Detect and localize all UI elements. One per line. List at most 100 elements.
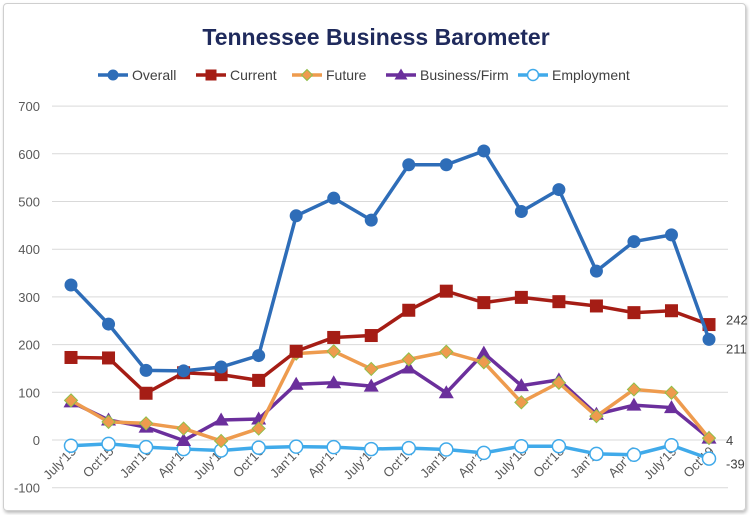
data-point bbox=[364, 329, 378, 343]
data-point bbox=[327, 330, 341, 344]
legend-item: Current bbox=[196, 67, 277, 83]
data-point bbox=[551, 438, 567, 454]
data-label: 242 bbox=[726, 313, 748, 328]
legend-item: Employment bbox=[518, 67, 630, 83]
data-point bbox=[63, 393, 79, 408]
data-point bbox=[401, 440, 417, 456]
y-tick-label: 600 bbox=[18, 147, 40, 162]
data-point bbox=[139, 386, 153, 400]
y-tick-label: 200 bbox=[18, 338, 40, 353]
legend-item: Future bbox=[292, 67, 367, 83]
data-point bbox=[664, 304, 678, 318]
data-point bbox=[626, 382, 642, 397]
data-point bbox=[177, 364, 191, 378]
data-point bbox=[363, 441, 379, 457]
data-label: -39 bbox=[726, 457, 745, 472]
data-point bbox=[401, 352, 416, 367]
data-point bbox=[439, 284, 453, 298]
data-point bbox=[326, 375, 342, 389]
data-point bbox=[514, 205, 528, 219]
data-point bbox=[476, 355, 492, 370]
series-line bbox=[70, 442, 710, 461]
data-point bbox=[439, 344, 454, 359]
data-point bbox=[477, 144, 491, 158]
data-point bbox=[289, 209, 303, 223]
data-point bbox=[326, 439, 341, 455]
chart-title: Tennessee Business Barometer bbox=[202, 24, 549, 50]
data-point bbox=[476, 445, 492, 461]
data-point bbox=[138, 416, 154, 431]
data-point bbox=[288, 376, 304, 390]
data-point bbox=[326, 344, 341, 359]
data-label: 211 bbox=[726, 341, 747, 356]
data-point bbox=[589, 264, 603, 278]
data-point bbox=[664, 385, 679, 400]
data-point bbox=[64, 278, 78, 292]
data-point bbox=[664, 437, 679, 453]
data-point bbox=[702, 332, 716, 346]
data-point bbox=[63, 438, 79, 453]
data-point bbox=[664, 228, 678, 242]
legend-label: Employment bbox=[552, 67, 630, 83]
data-point bbox=[627, 235, 641, 249]
series-current bbox=[64, 284, 716, 400]
y-tick-label: 700 bbox=[18, 99, 40, 114]
data-point bbox=[589, 446, 604, 462]
y-tick-label: 500 bbox=[18, 195, 40, 210]
data-point bbox=[626, 397, 642, 411]
data-point bbox=[477, 296, 491, 310]
data-point bbox=[701, 430, 717, 446]
y-tick-label: 400 bbox=[18, 242, 40, 257]
legend-label: Business/Firm bbox=[420, 67, 509, 83]
data-point bbox=[102, 351, 116, 365]
data-point bbox=[101, 414, 116, 430]
data-point bbox=[64, 350, 78, 364]
data-point bbox=[438, 385, 454, 399]
data-point bbox=[138, 439, 154, 455]
data-point bbox=[251, 440, 266, 455]
series-line bbox=[70, 349, 711, 443]
data-point bbox=[288, 439, 304, 454]
data-point bbox=[107, 69, 119, 81]
data-point bbox=[439, 442, 454, 457]
data-point bbox=[589, 299, 603, 313]
data-point bbox=[363, 378, 379, 392]
y-tick-label: 100 bbox=[18, 385, 40, 400]
data-point bbox=[589, 408, 604, 424]
legend-item: Business/Firm bbox=[386, 67, 509, 83]
data-point bbox=[627, 306, 641, 320]
legend-item: Overall bbox=[98, 67, 176, 83]
data-point bbox=[214, 360, 228, 374]
data-point bbox=[439, 158, 453, 172]
legend-label: Overall bbox=[132, 67, 176, 83]
data-point bbox=[176, 432, 192, 446]
legend-label: Future bbox=[326, 67, 367, 83]
data-point bbox=[526, 68, 540, 82]
y-tick-label: -100 bbox=[14, 481, 40, 496]
series-overall bbox=[64, 144, 716, 378]
data-point bbox=[139, 363, 153, 377]
data-point bbox=[101, 436, 116, 452]
series-line bbox=[69, 149, 711, 373]
data-point bbox=[205, 69, 217, 81]
data-point bbox=[252, 373, 266, 387]
data-point bbox=[514, 438, 529, 454]
data-point bbox=[251, 421, 266, 436]
data-point bbox=[513, 378, 529, 392]
data-point bbox=[252, 349, 266, 363]
y-tick-label: 300 bbox=[18, 290, 40, 305]
data-point bbox=[626, 447, 642, 463]
legend-label: Current bbox=[230, 67, 277, 83]
data-point bbox=[327, 191, 341, 205]
data-point bbox=[514, 290, 528, 304]
data-point bbox=[394, 68, 408, 80]
data-point bbox=[213, 433, 229, 449]
data-point bbox=[300, 68, 314, 82]
data-point bbox=[364, 361, 379, 377]
data-label: 4 bbox=[726, 433, 733, 448]
data-point bbox=[176, 421, 191, 436]
data-point bbox=[551, 375, 567, 390]
data-point bbox=[552, 295, 566, 309]
